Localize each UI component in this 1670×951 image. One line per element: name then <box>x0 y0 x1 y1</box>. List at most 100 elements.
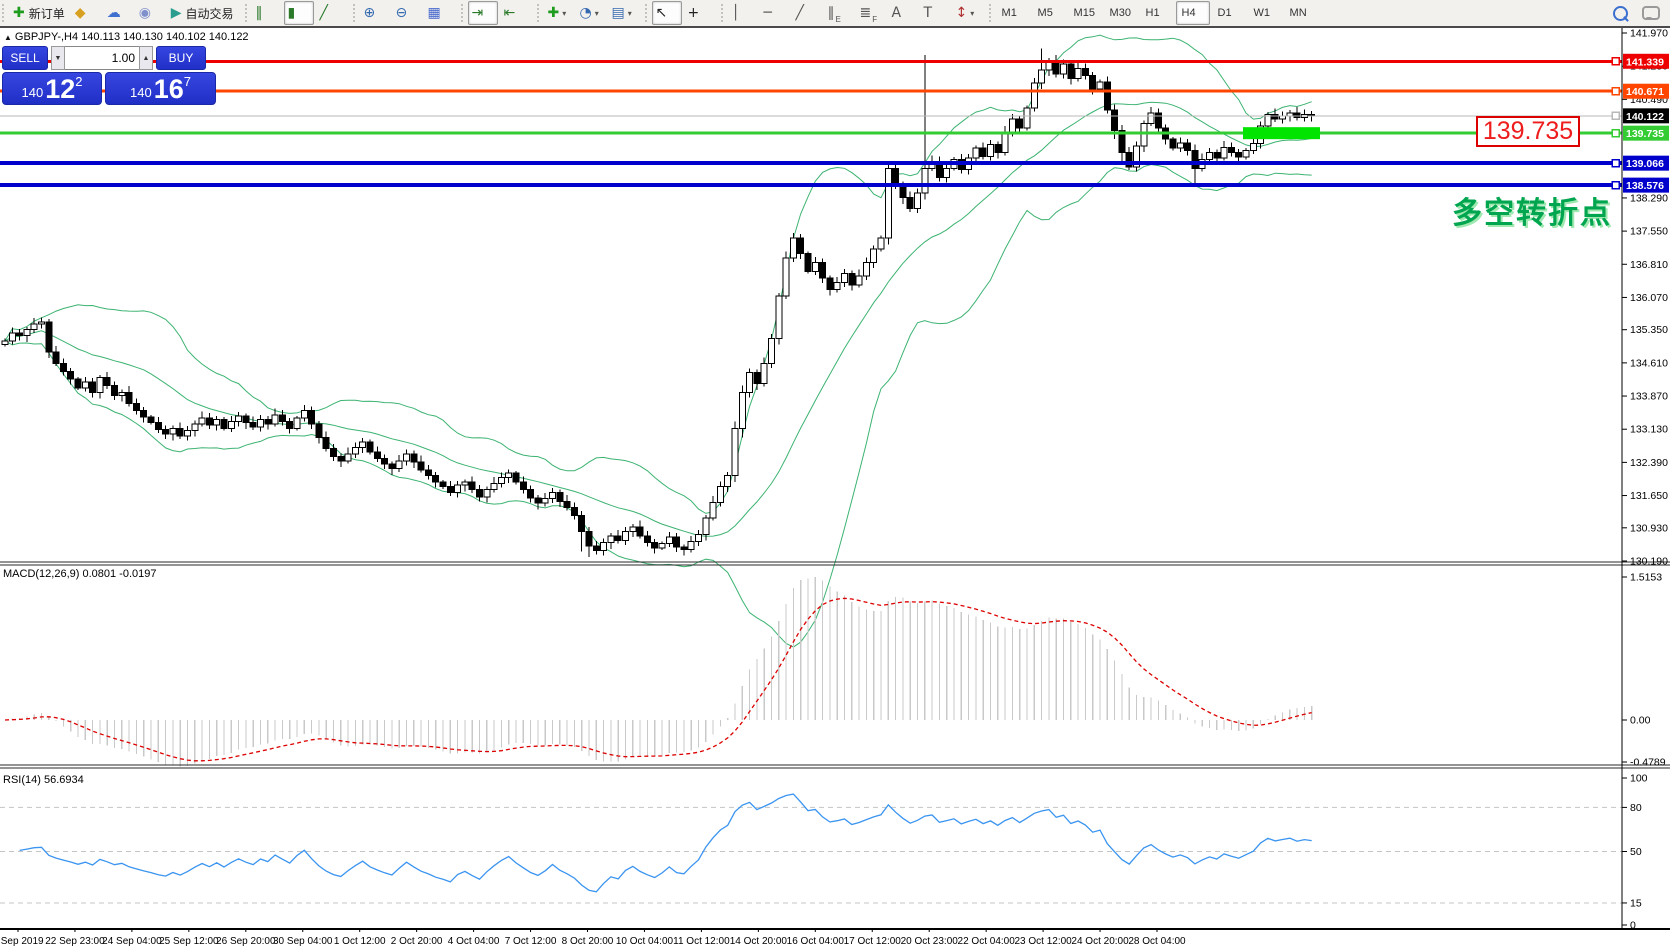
zoom-in-icon: ⊕ <box>363 5 376 21</box>
toolbar-group-timeframes: M1 M5 M15 M30 H1 H4 D1 W1 MN <box>987 0 1323 26</box>
chart-canvas[interactable]: 141.970141.230140.490138.290137.550136.8… <box>0 28 1670 951</box>
new-order-label: 新订单 <box>28 6 65 21</box>
chat-icon[interactable] <box>1642 6 1660 20</box>
periods-icon: ◔ <box>579 5 592 21</box>
svg-text:0: 0 <box>1630 920 1636 932</box>
tile-windows-button[interactable]: ▦ <box>424 1 454 25</box>
chart-shift-icon: ⇤ <box>503 5 516 21</box>
auto-trading-icon: ▶ <box>170 5 182 21</box>
volume-input[interactable] <box>65 46 139 70</box>
svg-text:139.735: 139.735 <box>1626 128 1664 140</box>
time-tick-label: 2 Oct 20:00 <box>391 936 443 947</box>
price-tick-label: 135.350 <box>1630 324 1668 336</box>
svg-text:138.576: 138.576 <box>1626 180 1664 192</box>
time-tick-label: 24 Sep 04:00 <box>102 936 162 947</box>
symbol-ohlc-text: GBPJPY-,H4 140.113 140.130 140.102 140.1… <box>14 31 249 43</box>
bid-price-button[interactable]: 140 12 2 <box>2 72 102 105</box>
equidistant-channel-button[interactable]: ∥ E <box>824 1 854 25</box>
zoom-out-icon: ⊖ <box>395 5 408 21</box>
arrows-button[interactable]: ↕ ▾ <box>952 1 982 25</box>
market-watch-button[interactable]: ☁ <box>103 1 133 25</box>
fibonacci-button[interactable]: ≣ F <box>856 1 886 25</box>
svg-text:80: 80 <box>1630 802 1642 814</box>
tf-mn-button[interactable]: MN <box>1289 7 1307 19</box>
tf-h1-button[interactable]: H1 <box>1145 7 1160 19</box>
indicators-button[interactable]: ✚ ▾ <box>544 1 574 25</box>
tf-m15-button[interactable]: M15 <box>1073 7 1095 19</box>
time-tick-label: 9 Sep 2019 <box>0 936 44 947</box>
macd-histogram <box>11 577 1313 767</box>
bid-main: 12 <box>45 74 76 104</box>
trendline-button[interactable]: ╱ <box>792 1 822 25</box>
svg-text:139.066: 139.066 <box>1626 158 1664 170</box>
horizontal-line-icon: ─ <box>763 5 772 21</box>
price-alert-box[interactable]: 139.735 <box>1476 116 1580 147</box>
text-label-button[interactable]: T <box>920 1 950 25</box>
tf-w1-button[interactable]: W1 <box>1253 7 1271 19</box>
time-tick-label: 24 Oct 20:00 <box>1071 936 1129 947</box>
tf-m1-button[interactable]: M1 <box>1001 7 1017 19</box>
bar-chart-button[interactable]: ‖ <box>252 1 282 25</box>
price-tick-label: 133.870 <box>1630 391 1668 403</box>
rsi-pane <box>0 793 1622 904</box>
templates-dropdown-icon[interactable]: ▾ <box>627 8 632 18</box>
volume-up-button[interactable]: ▲ <box>139 46 153 70</box>
auto-scroll-button[interactable]: ⇥ <box>467 1 498 25</box>
arrows-dropdown-icon[interactable]: ▾ <box>970 8 975 18</box>
indicators-dropdown-icon[interactable]: ▾ <box>562 8 567 18</box>
zoom-in-button[interactable]: ⊕ <box>360 1 390 25</box>
bollinger-upper <box>4 34 1312 514</box>
auto-trading-button[interactable]: ▶ 自动交易 <box>167 1 238 25</box>
turning-point-label: 多空转折点 <box>1452 196 1612 231</box>
horizontal-line-button[interactable]: ─ <box>760 1 790 25</box>
signals-button[interactable]: ◉ <box>135 1 165 25</box>
svg-text:1.5153: 1.5153 <box>1630 572 1662 584</box>
level-marker <box>1611 111 1620 121</box>
time-tick-label: 14 Oct 20:00 <box>730 936 788 947</box>
time-tick-label: 25 Sep 12:00 <box>159 936 219 947</box>
buy-button[interactable]: BUY <box>156 46 206 70</box>
price-tick-label: 138.290 <box>1630 192 1668 204</box>
chart-shift-button[interactable]: ⇤ <box>500 1 530 25</box>
templates-button[interactable]: ▤ ▾ <box>608 1 638 25</box>
periods-button[interactable]: ◔ ▾ <box>576 1 606 25</box>
tf-m30-button[interactable]: M30 <box>1109 7 1131 19</box>
sell-button[interactable]: SELL <box>2 46 48 70</box>
new-order-icon: ✚ <box>13 5 25 21</box>
chart-wizard-button[interactable]: ◆ <box>71 1 101 25</box>
level-marker <box>1611 158 1620 168</box>
price-badge <box>1623 125 1669 141</box>
zoom-out-button[interactable]: ⊖ <box>392 1 422 25</box>
price-level-badges <box>1623 53 1669 193</box>
vertical-line-button[interactable]: │ <box>728 1 758 25</box>
text-button[interactable]: A <box>888 1 918 25</box>
volume-down-button[interactable]: ▼ <box>51 46 65 70</box>
collapse-arrow-icon[interactable]: ▲ <box>4 33 12 42</box>
time-tick-label: 23 Oct 12:00 <box>1014 936 1072 947</box>
crosshair-button[interactable]: + <box>684 1 714 25</box>
level-marker <box>1611 128 1620 138</box>
candlestick-chart-button[interactable]: ▮ <box>283 1 314 25</box>
price-badge <box>1623 53 1669 69</box>
time-axis-labels <box>17 929 1158 932</box>
fibonacci-sub-label: F <box>872 15 878 24</box>
new-order-button[interactable]: ✚ 新订单 <box>9 1 69 25</box>
tf-m5-button[interactable]: M5 <box>1037 7 1053 19</box>
cursor-button[interactable]: ↖ <box>651 1 682 25</box>
ask-price-button[interactable]: 140 16 7 <box>105 72 216 105</box>
tf-h4-button[interactable]: H4 <box>1175 1 1210 25</box>
templates-icon: ▤ <box>611 5 625 21</box>
time-tick-label: 28 Oct 04:00 <box>1128 936 1186 947</box>
market-watch-icon: ☁ <box>106 5 121 21</box>
toolbar-group-chart-type: ‖ ▮ ╱ <box>243 0 351 26</box>
tf-d1-button[interactable]: D1 <box>1217 7 1232 19</box>
price-tick-label: 136.810 <box>1630 259 1668 271</box>
search-icon[interactable] <box>1613 5 1628 21</box>
time-tick-label: 17 Oct 12:00 <box>844 936 902 947</box>
periods-dropdown-icon[interactable]: ▾ <box>594 8 599 18</box>
svg-text:-0.4789: -0.4789 <box>1630 757 1666 769</box>
price-tick-label: 133.130 <box>1630 424 1668 436</box>
line-chart-button[interactable]: ╱ <box>316 1 346 25</box>
time-tick-label: 22 Oct 04:00 <box>958 936 1016 947</box>
